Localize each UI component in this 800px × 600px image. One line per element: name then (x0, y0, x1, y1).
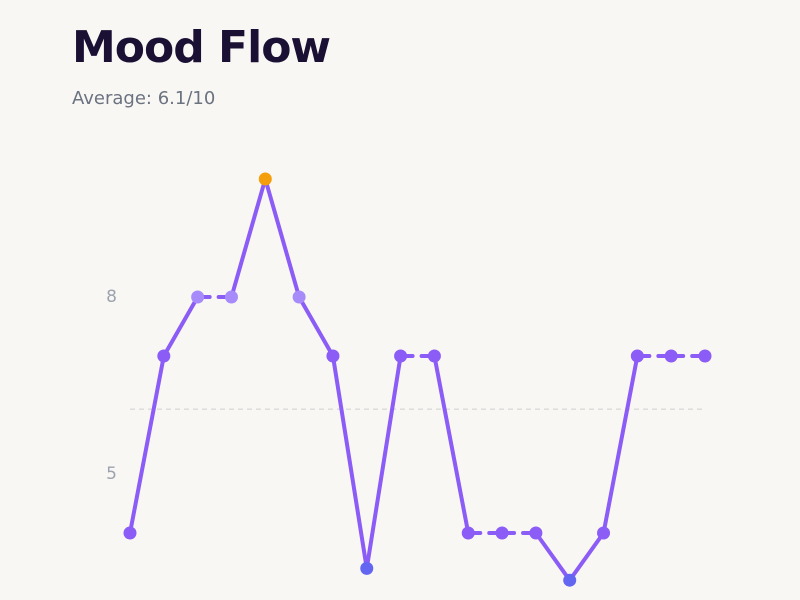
point (529, 526, 543, 540)
point (326, 349, 340, 363)
point (224, 290, 238, 304)
point (191, 290, 205, 304)
line-segment (567, 531, 606, 583)
point (698, 349, 712, 363)
point (123, 526, 137, 540)
point (597, 526, 611, 540)
line-segment (128, 354, 166, 535)
line-segment (432, 354, 471, 535)
point (495, 526, 509, 540)
point (292, 290, 306, 304)
chart-subtitle: Average: 6.1/10 (72, 88, 215, 109)
point (427, 349, 441, 363)
line-segment (229, 177, 268, 299)
point (157, 349, 171, 363)
y-tick-label: 8 (106, 287, 117, 307)
point (394, 349, 408, 363)
point (664, 349, 678, 363)
line-segment (601, 354, 640, 535)
line-segment (263, 177, 302, 299)
point (563, 573, 577, 587)
point (360, 561, 374, 575)
y-tick-label: 5 (106, 464, 117, 484)
chart-title: Mood Flow (72, 22, 330, 73)
line-segment (330, 354, 369, 571)
point (258, 172, 272, 186)
line-segment (364, 354, 403, 571)
line-segment (533, 531, 572, 583)
line-segment (161, 295, 200, 358)
point (461, 526, 475, 540)
point (630, 349, 644, 363)
line-segment (297, 295, 335, 358)
